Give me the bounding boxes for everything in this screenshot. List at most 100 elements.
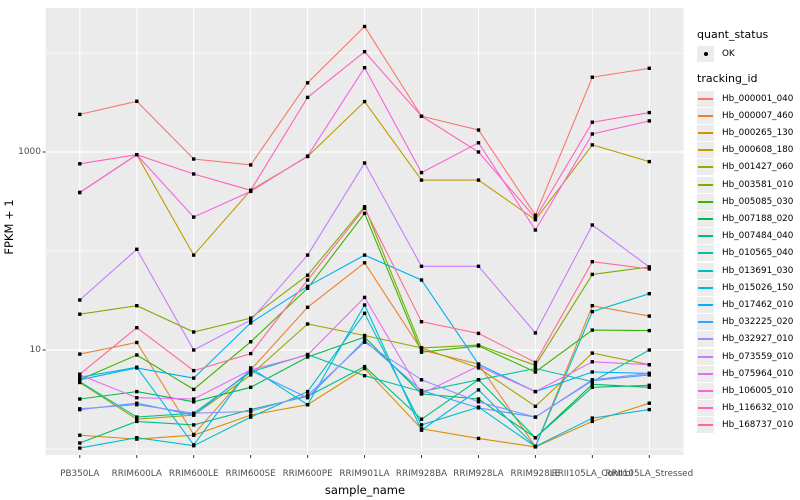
- line-swatch-icon: [698, 303, 713, 306]
- x-tick-label: RRIM600SE: [225, 469, 276, 479]
- data-point: [135, 419, 139, 424]
- data-point: [476, 378, 481, 382]
- data-point: [362, 374, 367, 378]
- data-point: [192, 443, 196, 447]
- data-point: [135, 304, 139, 308]
- data-point: [362, 253, 367, 257]
- data-point: [362, 366, 367, 371]
- x-tick-label: RRII105LA_Control: [551, 469, 634, 479]
- y-tick-label: 10: [29, 344, 41, 355]
- data-point: [590, 378, 594, 382]
- data-point: [78, 112, 82, 117]
- data-point: [78, 352, 82, 356]
- data-point: [135, 353, 139, 357]
- data-point: [249, 316, 253, 320]
- data-point: [419, 417, 424, 421]
- data-point: [362, 261, 367, 265]
- data-point: [419, 114, 424, 118]
- data-point: [590, 304, 594, 308]
- data-point: [362, 24, 367, 29]
- data-point: [362, 50, 367, 54]
- data-point: [192, 400, 196, 404]
- data-point: [362, 335, 367, 339]
- data-point: [192, 253, 196, 257]
- data-point: [249, 409, 253, 414]
- data-point: [305, 322, 310, 326]
- data-point: [305, 286, 310, 290]
- data-point: [305, 273, 310, 277]
- data-point: [362, 338, 367, 343]
- data-point: [419, 320, 424, 324]
- data-point: [362, 311, 367, 315]
- legend-key-swatch: [697, 124, 714, 141]
- legend-item-label: Hb_015026_150: [722, 282, 794, 293]
- data-point: [590, 132, 594, 136]
- data-point: [590, 370, 594, 374]
- data-point: [249, 385, 253, 389]
- legend-item-label: Hb_000001_040: [722, 93, 794, 104]
- legend-item-label: Hb_106005_010: [722, 385, 794, 396]
- legend-key-point: [697, 46, 714, 62]
- line-swatch-icon: [698, 389, 713, 392]
- data-point: [419, 350, 424, 354]
- data-point: [476, 397, 481, 401]
- x-axis-title: sample_name: [324, 483, 406, 497]
- data-point: [249, 415, 253, 419]
- data-point: [192, 215, 196, 219]
- data-point: [476, 388, 481, 392]
- legend-item-label: Hb_000265_130: [722, 127, 794, 138]
- data-point: [249, 407, 253, 412]
- data-point: [135, 396, 139, 400]
- legend-item-label: Hb_017462_010: [722, 299, 794, 310]
- line-swatch-icon: [698, 166, 713, 169]
- legend-key-swatch: [697, 417, 714, 434]
- data-point: [476, 128, 481, 132]
- data-point: [135, 340, 139, 345]
- data-point: [590, 419, 594, 424]
- data-point: [533, 415, 538, 419]
- line-swatch-icon: [698, 424, 713, 427]
- data-point: [78, 372, 82, 376]
- data-point: [476, 331, 481, 336]
- data-point: [590, 223, 594, 227]
- data-point: [362, 206, 367, 210]
- legend-item-label: Hb_010565_040: [722, 248, 794, 259]
- data-point: [590, 75, 594, 79]
- data-point: [419, 264, 424, 268]
- legend-item-label: Hb_073559_010: [722, 351, 794, 362]
- legend-item-label: Hb_007188_020: [722, 213, 794, 224]
- data-point: [305, 284, 310, 288]
- x-tick-label: PB350LA: [60, 469, 100, 479]
- line-swatch-icon: [698, 286, 713, 289]
- data-point: [590, 416, 594, 420]
- data-point: [647, 383, 651, 387]
- legend-key-swatch: [697, 348, 714, 365]
- data-point: [362, 99, 367, 104]
- legend-item-label: Hb_032927_010: [722, 334, 794, 345]
- data-point: [78, 312, 82, 316]
- legend-key-swatch: [697, 176, 714, 193]
- data-point: [78, 378, 82, 382]
- data-point: [533, 331, 538, 335]
- legend-key-swatch: [697, 228, 714, 245]
- data-point: [647, 159, 651, 164]
- x-tick-label: RRIM600LE: [168, 469, 219, 479]
- data-point: [192, 397, 196, 401]
- data-point: [419, 388, 424, 393]
- x-tick-label: RRIM600LA: [111, 469, 162, 479]
- data-point: [305, 353, 310, 357]
- data-point: [647, 110, 651, 115]
- data-point: [305, 305, 310, 309]
- data-point: [419, 170, 424, 175]
- data-point: [647, 363, 651, 367]
- data-point: [647, 267, 651, 271]
- legend-key-swatch: [697, 90, 714, 107]
- data-point: [78, 298, 82, 302]
- data-point: [192, 423, 196, 427]
- data-point: [647, 66, 651, 70]
- data-point: [249, 321, 253, 325]
- data-point: [590, 328, 594, 332]
- legend-item-label: Hb_075964_010: [722, 368, 794, 379]
- legend-item-label: Hb_000007_460: [722, 110, 794, 121]
